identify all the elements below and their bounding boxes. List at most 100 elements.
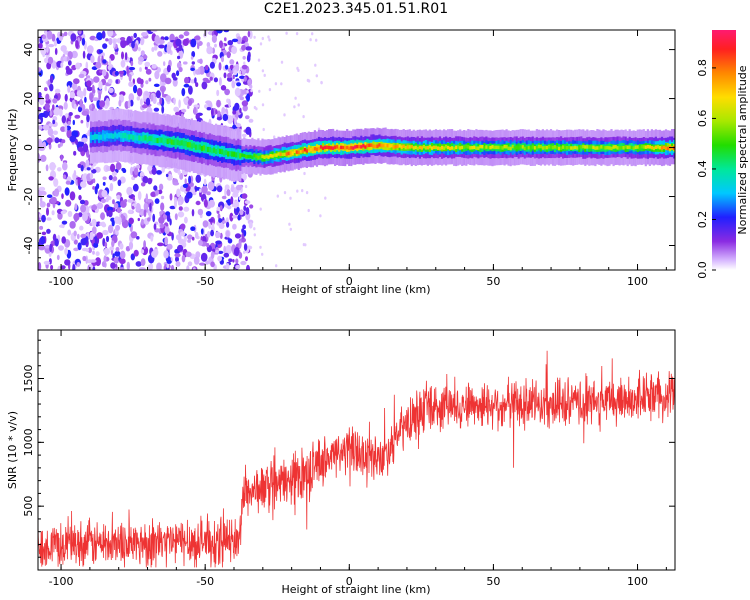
spectrogram-ridge-cell bbox=[535, 146, 538, 150]
spectrogram-ridge-cell bbox=[501, 146, 504, 150]
spectrogram-noise-cell bbox=[67, 210, 73, 218]
spectrogram-noise-cell bbox=[161, 87, 165, 97]
spectrogram-ridge-cell bbox=[479, 144, 482, 149]
spectrogram-noise-cell bbox=[128, 73, 132, 82]
spectrogram-ridge-cell bbox=[483, 146, 486, 150]
x-tick-label: 50 bbox=[486, 275, 500, 288]
spectrogram-ridge-cell bbox=[267, 155, 270, 159]
spectrogram-ridge-cell bbox=[350, 146, 353, 150]
spectrogram-noise-cell bbox=[41, 214, 46, 223]
spectrogram-noise-cell bbox=[223, 245, 227, 254]
spectrogram-noise-cell bbox=[164, 36, 169, 41]
spectrogram-ridge-cell bbox=[487, 145, 490, 150]
spectrogram-ridge-cell bbox=[533, 146, 536, 150]
spectrogram-noise-cell bbox=[182, 183, 188, 188]
spectrogram-noise-cell bbox=[38, 67, 42, 72]
spectrogram-noise-cell bbox=[178, 34, 184, 39]
spectrogram-noise-cell bbox=[105, 165, 112, 172]
spectrogram-noise-cell bbox=[187, 99, 193, 106]
spectrogram-noise-cell bbox=[40, 235, 46, 245]
spectrogram-noise-cell bbox=[133, 249, 139, 257]
spectrogram-noise-cell bbox=[127, 199, 134, 203]
spectrogram-noise-cell bbox=[320, 80, 323, 85]
spectrogram-noise-cell bbox=[190, 67, 196, 72]
spectrogram-ridge-cell bbox=[319, 145, 323, 149]
spectrogram-ridge-cell bbox=[253, 153, 256, 158]
spectrogram-ridge-cell bbox=[122, 133, 125, 139]
spectrogram-noise-cell bbox=[247, 30, 251, 38]
spectrogram-noise-cell bbox=[104, 85, 108, 92]
snr-plot: -100 -50 0 50 100 500 1000 1500 Height of stra… bbox=[6, 329, 676, 596]
spectrogram-noise-cell bbox=[93, 76, 100, 83]
spectrogram-noise-cell bbox=[303, 171, 306, 176]
spectrogram-ridge-cell bbox=[330, 146, 333, 150]
spectrogram-noise-cell bbox=[307, 208, 310, 213]
spectrogram-noise-cell bbox=[221, 195, 227, 200]
spectrogram-noise-cell bbox=[44, 30, 48, 37]
spectrogram-noise-cell bbox=[96, 183, 100, 190]
spectrogram-noise-cell bbox=[80, 233, 87, 239]
spectrogram-noise-cell bbox=[119, 243, 124, 250]
spectrogram-noise-cell bbox=[159, 211, 164, 215]
spectrogram-ridge-cell bbox=[364, 145, 367, 149]
spectrogram-noise-cell bbox=[128, 66, 136, 71]
spectrogram-noise-cell bbox=[76, 262, 81, 267]
spectrogram-noise-cell bbox=[261, 252, 264, 256]
spectrogram-noise-cell bbox=[288, 222, 291, 226]
spectrogram-noise-cell bbox=[191, 236, 195, 241]
spectrogram-ridge-cell bbox=[616, 146, 619, 150]
spectrogram-noise-cell bbox=[206, 191, 211, 196]
spectrogram-noise-cell bbox=[177, 55, 181, 60]
spectrogram-noise-cell bbox=[107, 64, 112, 71]
spectrogram-noise-cell bbox=[62, 162, 68, 171]
spectrogram-noise-cell bbox=[231, 80, 236, 89]
spectrogram-ridge-cell bbox=[574, 145, 577, 150]
spectrogram-noise-cell bbox=[205, 79, 211, 84]
spectrogram-noise-cell bbox=[198, 65, 205, 75]
spectrogram-noise-cell bbox=[241, 193, 248, 199]
spectrogram-noise-cell bbox=[71, 50, 78, 59]
spectrogram-noise-cell bbox=[208, 199, 215, 208]
spectrogram-noise-cell bbox=[164, 77, 172, 85]
y-tick-label: 1500 bbox=[22, 365, 35, 393]
spectrogram-noise-cell bbox=[173, 97, 176, 106]
spectrogram-noise-cell bbox=[147, 165, 153, 172]
spectrogram-noise-cell bbox=[147, 177, 153, 185]
spectrogram-noise-cell bbox=[82, 212, 88, 222]
spectrogram-noise-cell bbox=[116, 194, 121, 200]
spectrogram-noise-cell bbox=[263, 73, 266, 77]
spectrogram-ridge-cell bbox=[570, 146, 573, 150]
spectrogram-ridge-cell bbox=[106, 132, 109, 138]
spectrogram-ridge-cell bbox=[180, 140, 183, 146]
spectrogram-noise-cell bbox=[98, 49, 103, 54]
spectrogram-noise-cell bbox=[205, 100, 212, 105]
spectrogram-noise-cell bbox=[46, 44, 49, 53]
spectrogram-ridge-cell bbox=[564, 145, 567, 150]
spectrogram-ridge-cell bbox=[277, 152, 280, 156]
spectrogram-noise-cell bbox=[152, 96, 157, 104]
spectrogram-ridge-cell bbox=[285, 152, 288, 156]
spectrogram-ridge-cell bbox=[227, 151, 230, 157]
spectrogram-noise-cell bbox=[179, 172, 184, 180]
spectrogram-noise-cell bbox=[65, 180, 71, 185]
spectrogram-ridge-cell bbox=[190, 143, 193, 149]
spectrogram-noise-cell bbox=[141, 104, 148, 109]
spectrogram-noise-cell bbox=[153, 223, 157, 230]
snr-series-line bbox=[38, 350, 675, 568]
spectrogram-ridge-cell bbox=[666, 146, 670, 151]
spectrogram-noise-cell bbox=[47, 127, 54, 137]
spectrogram-noise-cell bbox=[49, 110, 53, 117]
spectrogram-ridge-cell bbox=[196, 144, 199, 150]
spectrogram-noise-cell bbox=[90, 55, 95, 64]
spectrogram-ridge-cell bbox=[553, 145, 557, 149]
spectrogram-noise-cell bbox=[48, 123, 55, 127]
spectrogram-noise-cell bbox=[246, 90, 249, 94]
spectrogram-noise-cell bbox=[102, 59, 107, 64]
spectrogram-noise-cell bbox=[210, 261, 215, 268]
spectrogram-noise-cell bbox=[280, 60, 284, 64]
spectrogram-ridge-cell bbox=[279, 152, 282, 156]
spectrogram-ridge-cell bbox=[114, 132, 117, 138]
spectrogram-noise-cell bbox=[112, 176, 118, 182]
spectrogram-ridge-cell bbox=[208, 147, 212, 153]
spectrogram-noise-cell bbox=[181, 254, 186, 263]
